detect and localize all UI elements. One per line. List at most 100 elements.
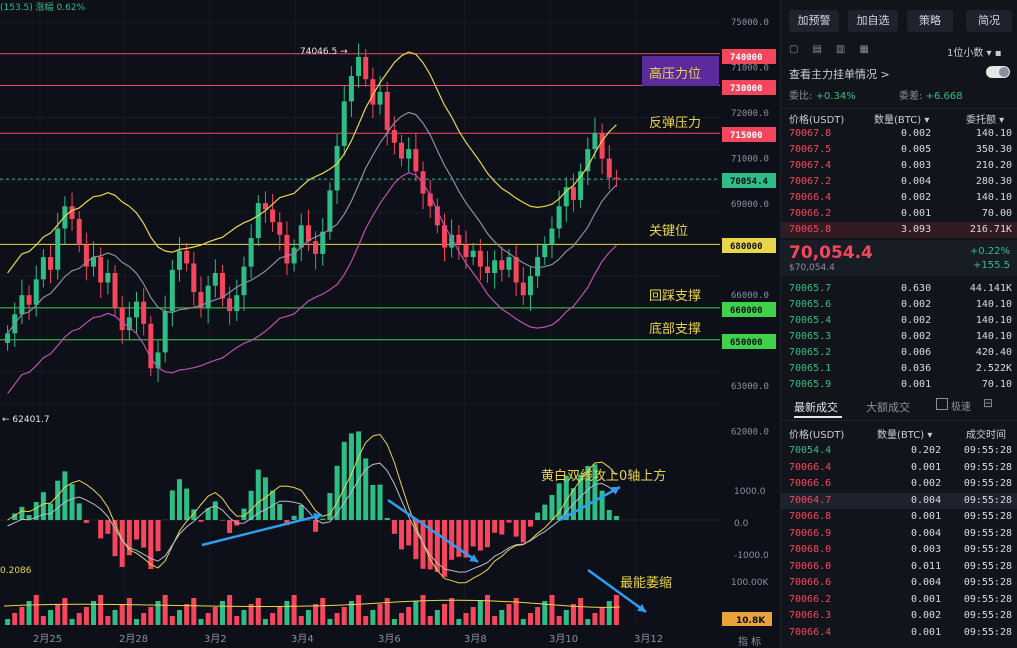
trade-settings-icon[interactable]: ⊟ bbox=[983, 396, 994, 410]
macd-bar bbox=[69, 484, 75, 520]
ask-row[interactable]: 70065.8 3.093 216.71K bbox=[781, 222, 1017, 238]
ask-row-cell: 0.005 bbox=[901, 144, 932, 155]
volume-bar bbox=[535, 607, 541, 625]
macd-bar bbox=[134, 520, 140, 540]
candle-body bbox=[184, 250, 190, 264]
trade-cell: 0.004 bbox=[911, 527, 942, 539]
candle-body bbox=[40, 257, 46, 280]
candle-body bbox=[176, 250, 182, 270]
ask-row-cell: 70066.2 bbox=[789, 208, 832, 219]
bid-row[interactable]: 70065.9 0.001 70.10 bbox=[781, 377, 1017, 393]
candle-body bbox=[105, 272, 111, 283]
volume-bar bbox=[112, 610, 118, 625]
volume-bar bbox=[5, 619, 11, 625]
volume-bar bbox=[456, 619, 462, 625]
volume-bar bbox=[205, 613, 211, 625]
volume-bar bbox=[284, 601, 290, 625]
orderbook-view-icons[interactable]: ▢▤▥▦ bbox=[789, 44, 883, 55]
volume-bar bbox=[513, 598, 519, 625]
price-chart[interactable]: 75000.071000.072000.071000.069000.067000… bbox=[0, 0, 780, 648]
bid-row[interactable]: 70065.1 0.036 2.522K bbox=[781, 361, 1017, 377]
volume-bar bbox=[234, 616, 240, 625]
ask-row[interactable]: 70066.2 0.001 70.00 bbox=[781, 206, 1017, 222]
trade-cell: 70064.7 bbox=[789, 494, 832, 506]
level-tag-text: 660000 bbox=[730, 306, 763, 316]
candlestick-chart-svg[interactable]: 75000.071000.072000.071000.069000.067000… bbox=[0, 0, 780, 648]
strategy-button[interactable]: 策略 bbox=[907, 10, 953, 32]
overview-button[interactable]: 简况 bbox=[966, 10, 1012, 32]
tab-large-trades[interactable]: 大额成交 bbox=[866, 401, 910, 414]
trade-cell: 70066.4 bbox=[789, 461, 832, 473]
candle-body bbox=[391, 130, 397, 143]
candle-body bbox=[427, 193, 433, 207]
change-absolute: +155.5 bbox=[972, 260, 1010, 271]
volume-bar bbox=[599, 607, 605, 625]
precision-select[interactable]: 1位小数 ▾ ▪ bbox=[947, 48, 1002, 59]
add-watchlist-button[interactable]: 加自选 bbox=[848, 10, 898, 32]
macd-bar bbox=[434, 520, 440, 572]
orderbook-col-total[interactable]: 委托额 ▾ bbox=[966, 115, 1005, 126]
macd-bar bbox=[255, 469, 261, 520]
orderbook-col-qty[interactable]: 数量(BTC) ▾ bbox=[874, 115, 930, 126]
fast-checkbox[interactable] bbox=[936, 398, 948, 410]
macd-bar bbox=[48, 503, 54, 520]
candle-body bbox=[155, 352, 161, 369]
ask-row-cell: 0.002 bbox=[901, 192, 932, 203]
volume-bar bbox=[83, 607, 89, 625]
bid-row[interactable]: 70065.2 0.006 420.40 bbox=[781, 345, 1017, 361]
macd-bar bbox=[585, 466, 591, 520]
candle-body bbox=[320, 231, 326, 254]
bid-row-cell: 70065.3 bbox=[789, 331, 832, 342]
candle-body bbox=[112, 272, 118, 308]
macd-bar bbox=[155, 520, 161, 552]
volume-bar bbox=[40, 616, 46, 625]
volume-bar bbox=[442, 604, 448, 625]
trade-cell: 09:55:28 bbox=[963, 511, 1012, 522]
volume-bar bbox=[26, 601, 32, 625]
ask-row[interactable]: 70067.5 0.005 350.30 bbox=[781, 142, 1017, 158]
change-percent: +0.22% bbox=[969, 246, 1010, 257]
ask-row[interactable]: 70067.8 0.002 140.10 bbox=[781, 126, 1017, 142]
volume-bar bbox=[169, 616, 175, 625]
macd-axis-label: 0.0 bbox=[734, 519, 749, 529]
level-tag-text: 70054.4 bbox=[730, 177, 769, 187]
macd-bar bbox=[241, 508, 247, 520]
level-tag-box bbox=[722, 173, 776, 188]
volume-ma-line bbox=[3, 599, 621, 608]
candle-body bbox=[606, 158, 612, 178]
macd-bar bbox=[592, 464, 598, 520]
macd-bar bbox=[370, 485, 376, 520]
trade-row: 70064.7 0.004 09:55:28 bbox=[781, 492, 1017, 509]
candle-body bbox=[570, 187, 576, 200]
bid-row[interactable]: 70065.4 0.002 140.10 bbox=[781, 313, 1017, 329]
trade-cell: 0.001 bbox=[911, 511, 942, 522]
volume-bar bbox=[55, 604, 61, 625]
trade-row: 70066.4 0.001 09:55:28 bbox=[781, 460, 1017, 476]
ask-row[interactable]: 70067.4 0.003 210.20 bbox=[781, 158, 1017, 174]
ask-row[interactable]: 70067.2 0.004 280.30 bbox=[781, 174, 1017, 190]
ask-row[interactable]: 70066.4 0.002 140.10 bbox=[781, 190, 1017, 206]
bid-row[interactable]: 70065.6 0.002 140.10 bbox=[781, 297, 1017, 313]
indicator-settings-icon[interactable]: 指 标 bbox=[738, 637, 762, 648]
level-tag-text: 680000 bbox=[730, 242, 763, 252]
macd-bar bbox=[40, 492, 46, 520]
trade-cell: 70068.0 bbox=[789, 544, 832, 555]
trade-cell: 09:55:28 bbox=[963, 610, 1012, 621]
main-orders-link[interactable]: 查看主力挂单情况 > bbox=[789, 68, 890, 81]
trades-col-qty[interactable]: 数量(BTC) ▾ bbox=[877, 430, 933, 441]
candle-body bbox=[442, 225, 448, 248]
date-axis-label: 3月8 bbox=[464, 633, 487, 645]
bid-row[interactable]: 70065.7 0.630 44.141K bbox=[781, 281, 1017, 297]
macd-bar bbox=[463, 520, 469, 558]
volume-bar bbox=[219, 601, 225, 625]
add-alert-button[interactable]: 加预警 bbox=[789, 10, 839, 32]
macd-bar bbox=[549, 495, 555, 520]
main-orders-toggle[interactable] bbox=[986, 66, 1010, 78]
candle-body bbox=[527, 276, 533, 296]
tab-latest-trades[interactable]: 最新成交 bbox=[794, 401, 838, 414]
candle-body bbox=[262, 203, 268, 210]
bid-row[interactable]: 70065.3 0.002 140.10 bbox=[781, 329, 1017, 345]
volume-tag-box bbox=[722, 612, 772, 626]
macd-bar bbox=[413, 520, 419, 560]
trade-cell: 70066.6 bbox=[789, 577, 832, 588]
